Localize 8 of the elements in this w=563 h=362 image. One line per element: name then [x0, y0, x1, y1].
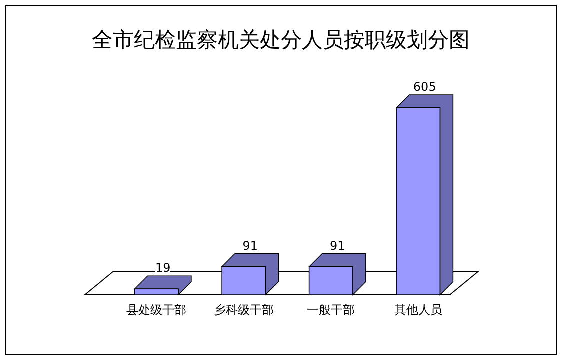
- x-tick-label: 乡科级干部: [214, 303, 274, 317]
- data-label: 605: [413, 80, 436, 94]
- data-label: 91: [242, 238, 258, 253]
- data-label: 91: [330, 238, 346, 253]
- x-tick-label: 其他人员: [394, 303, 442, 317]
- chart-title: 全市纪检监察机关处分人员按职级划分图: [92, 28, 470, 52]
- x-tick-label: 一般干部: [307, 303, 356, 317]
- x-tick-label: 县处级干部: [126, 303, 187, 317]
